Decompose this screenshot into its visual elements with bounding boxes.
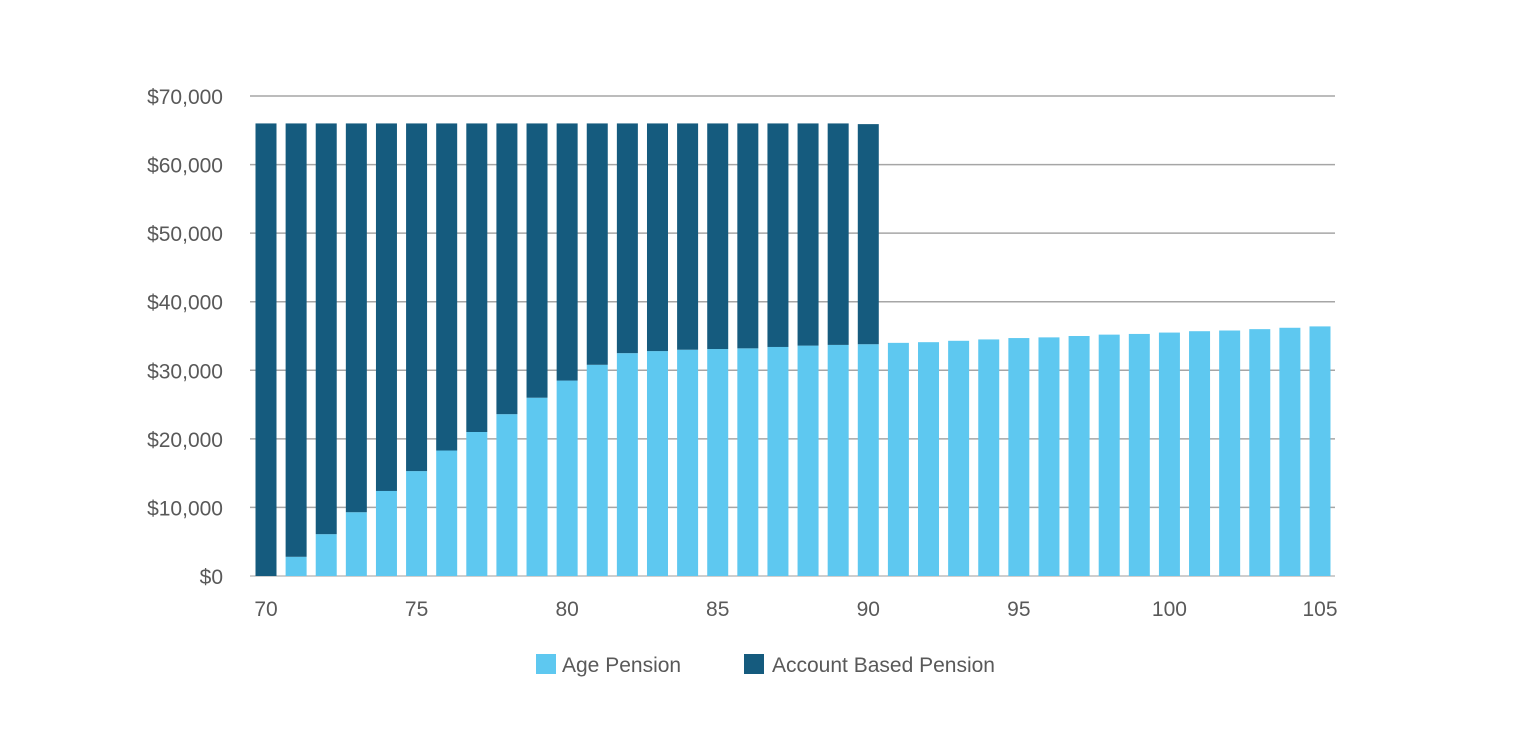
bar-age-pension <box>918 342 940 576</box>
bar-age-pension <box>345 512 367 576</box>
y-tick-label: $50,000 <box>147 223 223 246</box>
x-tick-label: 85 <box>706 598 729 621</box>
y-axis: $0 $10,000 $20,000 $30,000 $40,000 $50,000 $60… <box>147 86 223 589</box>
bar-account-based-pension <box>526 123 548 398</box>
bar-age-pension <box>466 432 488 576</box>
bar-age-pension <box>586 364 608 576</box>
bar-account-based-pension <box>857 124 879 345</box>
bar-age-pension <box>737 348 759 576</box>
bar-age-pension <box>496 414 518 576</box>
bar-account-based-pension <box>436 123 458 451</box>
bar-age-pension <box>827 344 849 576</box>
bar-age-pension <box>406 471 428 576</box>
y-tick-label: $10,000 <box>147 497 223 520</box>
gridlines <box>250 95 1335 577</box>
bar-age-pension <box>707 349 729 576</box>
legend-swatch-account-based-pension <box>744 654 764 674</box>
bar-account-based-pension <box>315 123 337 535</box>
y-tick-label: $0 <box>200 566 223 589</box>
y-tick-label: $60,000 <box>147 155 223 178</box>
bar-account-based-pension <box>827 123 849 345</box>
legend-swatch-age-pension <box>536 654 556 674</box>
legend-label-account-based-pension: Account Based Pension <box>772 654 995 677</box>
bar-age-pension <box>1098 334 1120 576</box>
bar-age-pension <box>767 346 789 576</box>
bar-age-pension <box>1068 336 1090 576</box>
x-tick-label: 105 <box>1302 598 1337 621</box>
bar-account-based-pension <box>496 123 518 415</box>
bar-age-pension <box>556 380 578 576</box>
bar-age-pension <box>1008 338 1030 576</box>
bar-account-based-pension <box>285 123 307 557</box>
bar-age-pension <box>616 353 638 576</box>
bar-age-pension <box>677 349 699 576</box>
bar-account-based-pension <box>767 123 789 347</box>
bar-age-pension <box>646 351 668 576</box>
bar-account-based-pension <box>586 123 608 365</box>
bar-age-pension <box>1189 331 1211 576</box>
bar-account-based-pension <box>375 123 397 491</box>
bar-age-pension <box>375 490 397 576</box>
bar-account-based-pension <box>646 123 668 352</box>
bar-account-based-pension <box>556 123 578 381</box>
bar-age-pension <box>1249 329 1271 576</box>
bar-account-based-pension <box>345 123 367 513</box>
bar-age-pension <box>1309 326 1331 576</box>
bar-age-pension <box>1128 333 1150 576</box>
bar-account-based-pension <box>797 123 819 346</box>
bar-age-pension <box>285 556 307 576</box>
bar-account-based-pension <box>737 123 759 349</box>
y-tick-label: $70,000 <box>147 86 223 109</box>
bar-age-pension <box>315 534 337 576</box>
bar-account-based-pension <box>707 123 729 350</box>
x-tick-label: 80 <box>555 598 578 621</box>
bar-age-pension <box>887 342 909 576</box>
bar-age-pension <box>857 344 879 576</box>
x-tick-label: 70 <box>254 598 277 621</box>
bar-age-pension <box>1219 330 1241 576</box>
bar-account-based-pension <box>616 123 638 354</box>
bar-account-based-pension <box>255 123 277 576</box>
bars <box>255 123 1331 576</box>
bar-age-pension <box>978 339 1000 576</box>
bar-age-pension <box>797 345 819 576</box>
bar-account-based-pension <box>466 123 488 432</box>
y-tick-label: $30,000 <box>147 360 223 383</box>
bar-account-based-pension <box>677 123 699 350</box>
bar-age-pension <box>436 450 458 576</box>
legend-label-age-pension: Age Pension <box>562 654 681 677</box>
y-tick-label: $20,000 <box>147 429 223 452</box>
legend: Age Pension Account Based Pension <box>536 654 995 677</box>
x-tick-label: 100 <box>1152 598 1187 621</box>
x-tick-label: 95 <box>1007 598 1030 621</box>
x-tick-label: 75 <box>405 598 428 621</box>
bar-age-pension <box>1279 327 1301 576</box>
bar-age-pension <box>1158 332 1180 576</box>
bar-age-pension <box>526 397 548 576</box>
x-axis: 70 75 80 85 90 95 100 105 <box>254 598 1337 621</box>
y-tick-label: $40,000 <box>147 292 223 315</box>
bar-account-based-pension <box>406 123 428 472</box>
x-tick-label: 90 <box>857 598 880 621</box>
bar-age-pension <box>948 340 970 576</box>
bar-age-pension <box>1038 337 1060 576</box>
